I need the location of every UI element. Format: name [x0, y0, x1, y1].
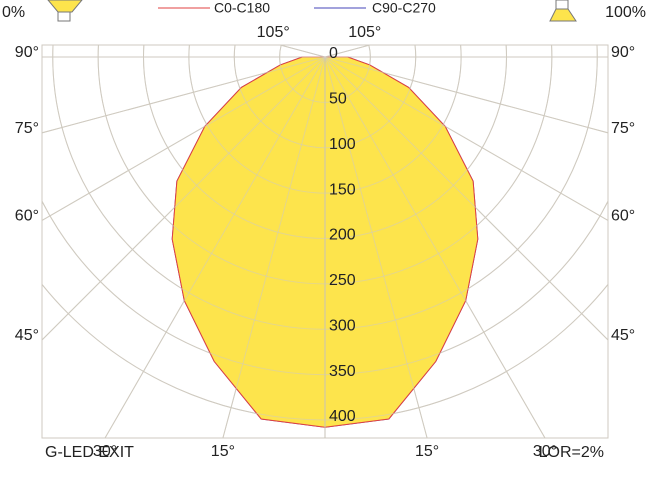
r-tick-label: 200: [329, 227, 356, 244]
header-left: 0%: [2, 4, 25, 21]
r-tick-label: 150: [329, 181, 356, 198]
grid-overlay: [42, 56, 326, 341]
angle-tick-label: 60°: [15, 208, 39, 225]
legend-label: C90-C270: [372, 0, 436, 16]
angle-tick-label: 45°: [611, 327, 635, 344]
angle-tick-label: 30°: [93, 443, 117, 460]
angle-tick-label: 45°: [15, 327, 39, 344]
grid-overlay: [324, 56, 608, 341]
grid-overlay: [324, 56, 608, 221]
angle-tick-label: 15°: [415, 443, 439, 460]
r-tick-label: 300: [329, 317, 356, 334]
grid-overlay: [42, 56, 326, 134]
r-tick-label: 100: [329, 136, 356, 153]
r-tick-label: 250: [329, 272, 356, 289]
grid-overlay: [222, 56, 326, 438]
grid-overlay: [324, 56, 546, 438]
r-tick-label: 350: [329, 363, 356, 380]
grid-overlay: [324, 56, 428, 438]
angle-tick-label: 15°: [211, 443, 235, 460]
labels: 0 50 100 150 200 250 300 350 400 105° 90° 75° 60° 45°…: [15, 24, 635, 460]
chart-title: G-LED EXIT: [45, 444, 134, 461]
angle-tick-label: 90°: [611, 44, 635, 61]
grid-overlay: [42, 56, 326, 221]
angle-tick-label: 105°: [348, 24, 381, 41]
r-tick-label: 0: [329, 45, 338, 62]
angle-tick-label: 75°: [15, 120, 39, 137]
grid-overlay: [42, 283, 608, 421]
angle-tick-label: 30°: [533, 443, 557, 460]
r-tick-label: 50: [329, 91, 347, 108]
lamp-icon-right: [549, 0, 577, 22]
grid-overlay: [42, 200, 608, 376]
grid-overlay: [324, 56, 608, 134]
grid-overlay: [104, 56, 326, 438]
annotation: LOR=2%: [539, 444, 604, 461]
angle-tick-label: 90°: [15, 44, 39, 61]
angle-tick-label: 105°: [257, 24, 290, 41]
header-right: 100%: [605, 4, 646, 21]
curves: [42, 45, 608, 438]
legend-label: C0-C180: [214, 0, 270, 16]
grid-overlay: [324, 45, 370, 58]
grid-overlay: [280, 45, 326, 58]
lamp-icon-left: [47, 0, 83, 22]
angle-tick-label: 60°: [611, 208, 635, 225]
angle-tick-label: 75°: [611, 120, 635, 137]
r-tick-label: 400: [329, 408, 356, 425]
